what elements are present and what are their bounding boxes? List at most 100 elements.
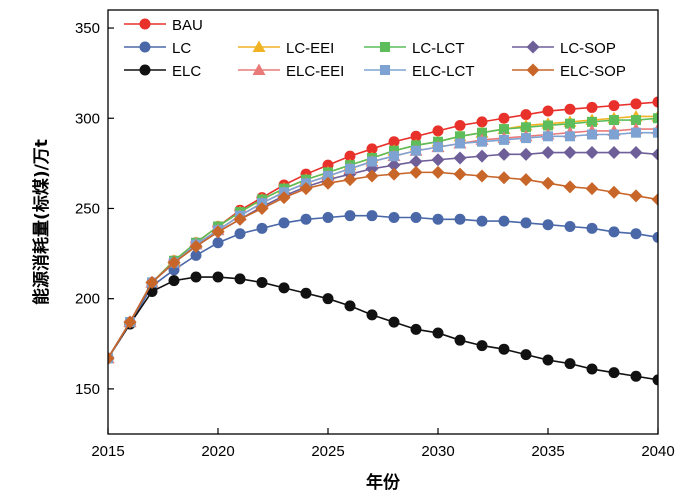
data-point-lc-2029	[410, 211, 422, 223]
data-point-elc-sop-2036	[563, 180, 577, 194]
data-point-elc-lct-2031	[455, 138, 465, 149]
series-bau	[108, 96, 658, 364]
x-tick-label-2020: 2020	[201, 443, 234, 460]
data-point-elc-lct-2038	[609, 129, 619, 140]
x-tick-label-2035: 2035	[531, 443, 564, 460]
data-point-elc-lct-2030	[433, 142, 443, 153]
data-point-lc-2033	[498, 215, 510, 227]
data-point-elc-2019	[190, 271, 202, 283]
legend-label-lc: LC	[172, 40, 191, 57]
y-tick-label-300: 300	[75, 110, 100, 127]
data-point-bau-2033	[498, 112, 510, 124]
legend: BAU LC LC-EEI LC-LCT LC-SOP ELC ELC-EEI ELC-LCT…	[124, 17, 626, 80]
legend-label-elc-eei: ELC-EEI	[286, 63, 344, 80]
x-tick-label-2040: 2040	[641, 443, 674, 460]
data-point-elc-lct-2032	[477, 136, 487, 147]
data-point-elc-lct-2028	[389, 151, 399, 162]
data-point-elc-sop-2018	[167, 256, 181, 270]
legend-marker-elc	[139, 64, 151, 76]
data-point-lc-2023	[278, 217, 290, 229]
series-line-elc	[108, 276, 658, 381]
data-point-lc-2019	[190, 249, 202, 261]
data-point-elc-2040	[652, 374, 658, 386]
data-point-elc-2025	[322, 293, 334, 305]
data-point-lc-lct-2037	[587, 116, 597, 127]
data-point-bau-2036	[564, 103, 576, 115]
data-point-lc-2038	[608, 226, 620, 238]
data-point-lc-2028	[388, 211, 400, 223]
legend-marker-elc-lct	[380, 65, 390, 75]
data-point-elc-2032	[476, 340, 488, 352]
legend-item-bau: BAU	[124, 17, 203, 34]
data-point-bau-2039	[630, 98, 642, 110]
data-point-elc-sop-2032	[475, 169, 489, 183]
data-point-lc-lct-2039	[631, 115, 641, 126]
data-point-elc-lct-2027	[367, 156, 377, 167]
data-point-elc-lct-2036	[565, 131, 575, 142]
data-point-elc-sop-2039	[629, 189, 643, 203]
data-point-bau-2027	[366, 143, 378, 155]
data-point-bau-2031	[454, 119, 466, 131]
data-point-lc-2026	[344, 210, 356, 222]
plot-frame	[107, 9, 659, 435]
data-point-bau-2038	[608, 100, 620, 112]
data-point-elc-sop-2023	[277, 191, 291, 205]
legend-label-elc: ELC	[172, 63, 201, 80]
data-point-elc-sop-2037	[585, 182, 599, 196]
x-tick-label-2025: 2025	[311, 443, 344, 460]
series-lc-eei	[108, 109, 658, 364]
y-tick-label-200: 200	[75, 291, 100, 308]
data-point-lc-2020	[212, 237, 224, 249]
data-point-bau-2040	[652, 96, 658, 108]
data-point-bau-2034	[520, 109, 532, 121]
data-point-lc-lct-2036	[565, 118, 575, 129]
data-point-elc-sop-2025	[321, 176, 335, 190]
data-point-elc-2026	[344, 300, 356, 312]
data-point-elc-sop-2033	[497, 171, 511, 185]
data-point-lc-2036	[564, 221, 576, 233]
data-point-lc-lct-2040	[653, 113, 658, 124]
legend-label-lc-eei: LC-EEI	[286, 40, 334, 57]
data-point-lc-sop-2029	[409, 155, 423, 169]
data-point-lc-sop-2036	[563, 146, 577, 160]
data-point-lc-2024	[300, 213, 312, 225]
data-point-lc-sop-2030	[431, 153, 445, 167]
data-point-lc-sop-2033	[497, 147, 511, 161]
data-point-elc-2024	[300, 287, 312, 299]
legend-marker-lc-lct	[380, 42, 390, 52]
data-point-lc-2021	[234, 228, 246, 240]
legend-marker-lc-eei	[252, 40, 266, 52]
legend-item-lc: LC	[124, 40, 191, 57]
data-point-lc-2032	[476, 215, 488, 227]
x-tick-label-2030: 2030	[421, 443, 454, 460]
y-tick-label-150: 150	[75, 381, 100, 398]
data-point-lc-lct-2034	[521, 122, 531, 133]
data-point-lc-2037	[586, 222, 598, 234]
data-point-lc-sop-2039	[629, 146, 643, 160]
data-point-lc-sop-2037	[585, 146, 599, 160]
legend-item-elc: ELC	[124, 63, 201, 80]
series-group	[108, 96, 658, 386]
data-point-bau-2029	[410, 130, 422, 142]
series-lc-sop	[108, 146, 658, 365]
data-point-lc-2030	[432, 213, 444, 225]
data-point-lc-lct-2032	[477, 127, 487, 138]
data-point-bau-2035	[542, 105, 554, 117]
data-point-elc-sop-2015	[108, 351, 115, 365]
legend-item-lc-lct: LC-LCT	[364, 40, 465, 57]
data-point-elc-2029	[410, 323, 422, 335]
data-point-elc-lct-2034	[521, 133, 531, 144]
legend-marker-bau	[139, 18, 151, 30]
data-point-elc-2038	[608, 367, 620, 379]
data-point-lc-sop-2028	[387, 158, 401, 172]
data-point-lc-2027	[366, 210, 378, 222]
y-tick-label-250: 250	[75, 200, 100, 217]
data-point-elc-2034	[520, 349, 532, 361]
series-line-elc-eei	[108, 128, 658, 359]
data-point-elc-2018	[168, 275, 180, 287]
data-point-lc-lct-2038	[609, 115, 619, 126]
legend-item-elc-eei: ELC-EEI	[238, 63, 344, 80]
data-point-elc-2021	[234, 273, 246, 285]
plot-area	[108, 96, 658, 386]
series-line-lc	[108, 214, 658, 359]
